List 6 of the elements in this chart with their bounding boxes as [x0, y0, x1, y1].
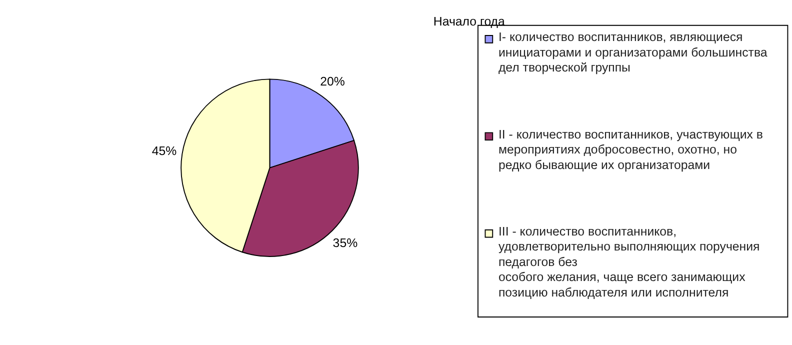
data-label: 35% — [332, 236, 358, 250]
data-label: 20% — [320, 74, 345, 88]
legend-label: II - количество воспитанников, участвующих в мероприятиях добросовестно, охотно, но редко бывающие их организаторами — [498, 127, 764, 172]
legend-label: I- количество воспитанников, являющиеся инициаторами и организаторами большинства дел творческой группы — [498, 30, 768, 75]
legend-label: III - количество воспитанников, удовлетворительно выполняющих поручения педагогов без особого желания, чаще всего занимающих позицию наблюдателя или исполнителя — [498, 224, 760, 300]
data-label: 45% — [152, 144, 177, 158]
